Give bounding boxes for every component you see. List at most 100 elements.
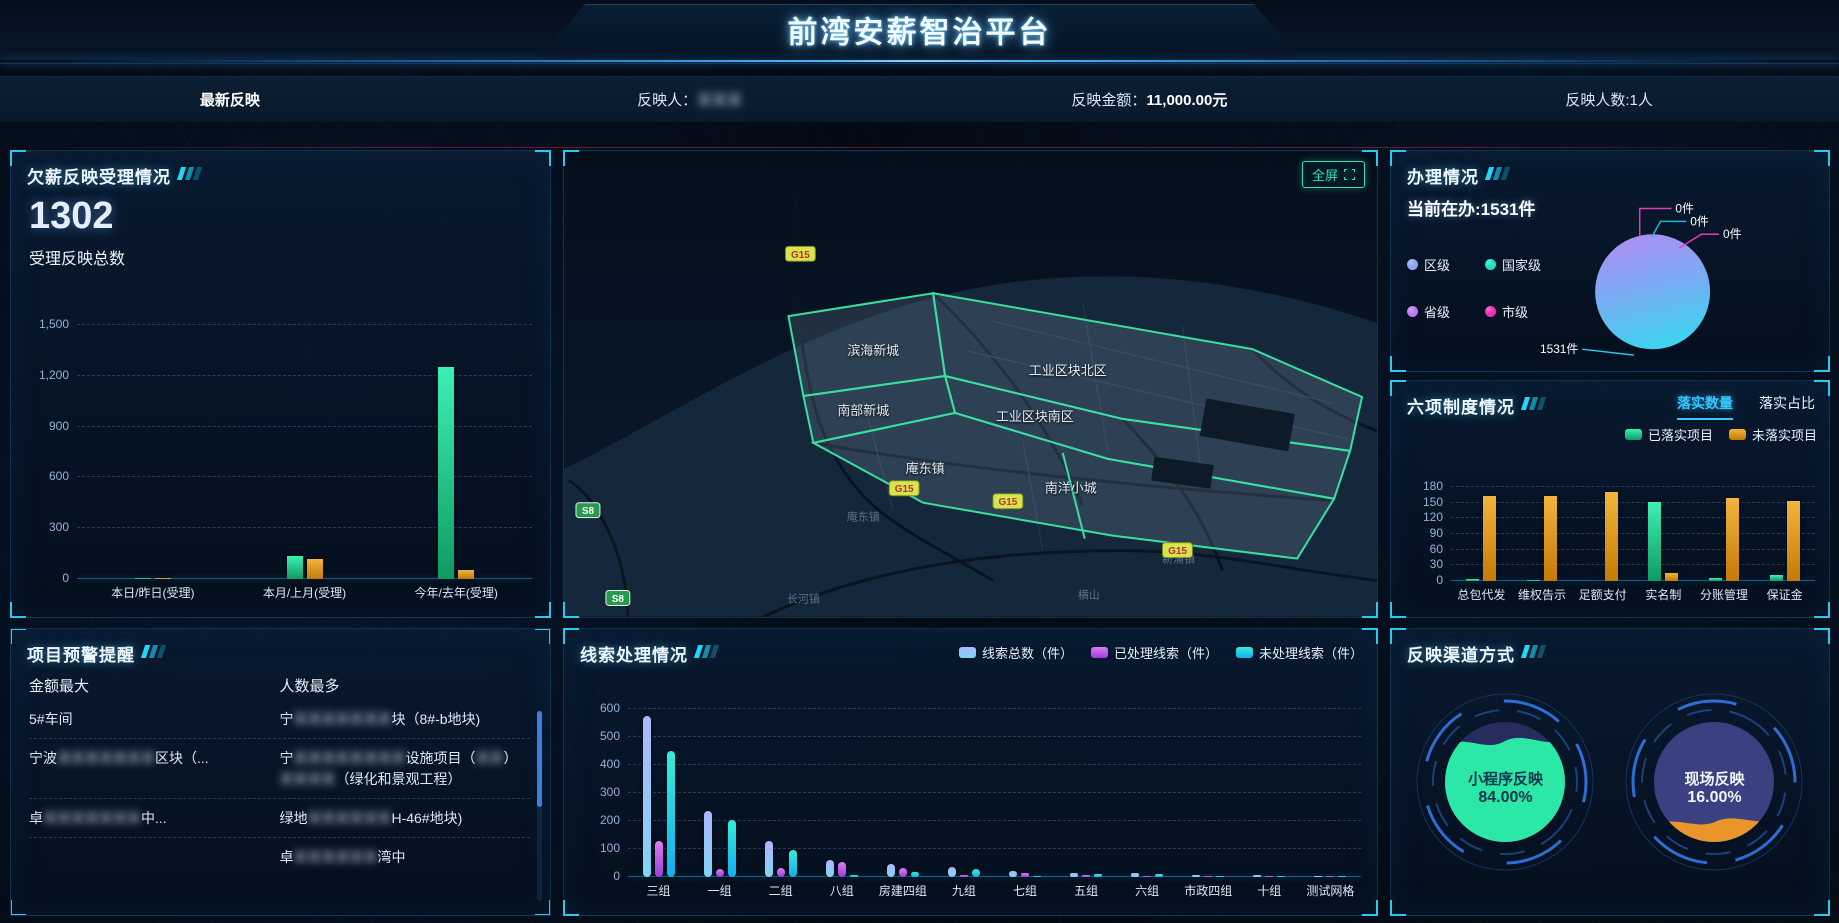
header-decor-frame [539, 4, 1300, 58]
ticker-reporter: 反映人：某某某 [460, 89, 920, 110]
panel-corner-decor [1814, 380, 1830, 396]
latest-report-ticker: 最新反映 反映人：某某某 反映金额：11,000.00元 反映人数:1人 [0, 76, 1839, 122]
bar-八组-线索总数（件） [825, 859, 834, 877]
map-town-label: 横山 [1078, 587, 1100, 601]
legend-item-市级[interactable]: 市级 [1485, 302, 1581, 321]
y-axis-tick: 1,500 [38, 317, 69, 331]
pie-main-slice[interactable] [1595, 234, 1711, 350]
bar-本月/上月(受理)-green [286, 556, 303, 579]
x-axis-category: 八组 [829, 884, 854, 898]
tab-implemented-ratio[interactable]: 落实占比 [1759, 395, 1815, 411]
legend-item[interactable]: 已处理线索（件） [1090, 643, 1218, 662]
panel-wage-report-acceptance: 欠薪反映受理情况 1302 受理反映总数 0 300 600 900 1,200 1,50… [10, 150, 551, 618]
x-axis-category: 房建四组 [878, 884, 927, 898]
legend-label: 国家级 [1502, 258, 1542, 273]
panel-corner-decor [1362, 628, 1378, 644]
bar-十组-已处理线索（件） [1265, 875, 1274, 877]
legend-label: 省级 [1424, 305, 1451, 320]
panel-title: 反映渠道方式 [1407, 646, 1515, 665]
warning-row[interactable]: 5#车间 宁某某某某某某某块（8#-b地块) [29, 707, 530, 738]
y-axis-tick: 200 [599, 813, 620, 827]
bar-足额支付-未落实项目 [1604, 492, 1618, 581]
legend-item-国家级[interactable]: 国家级 [1485, 255, 1581, 274]
x-axis-category: 分账管理 [1700, 588, 1749, 602]
legend-label: 区级 [1424, 258, 1451, 273]
page-title: 前湾安薪智治平台 [787, 15, 1052, 49]
bar-市政四组-已处理线索（件） [1204, 875, 1213, 877]
masked-text: 某某某某某某某 [43, 810, 141, 826]
panel-district-map[interactable]: 滨海新城 工业区块北区 南部新城 工业区块南区 庵东镇 南洋小城 庵东镇 长河镇 新浦镇 横山 G1… [563, 150, 1378, 618]
bar-八组-未处理线索（件） [849, 874, 858, 877]
max-amount-project: 5#车间 [29, 711, 73, 727]
bar-十组-未处理线索（件） [1277, 875, 1286, 877]
panel-corner-decor [535, 150, 551, 166]
bar-十组-线索总数（件） [1253, 875, 1262, 877]
masked-text: 某某某某某某某 [293, 711, 392, 727]
legend-item-区级[interactable]: 区级 [1407, 255, 1485, 274]
y-axis-tick: 90 [1429, 526, 1443, 540]
road-badge-G15: G15 [888, 480, 920, 497]
panel-corner-decor [1390, 380, 1406, 396]
legend-item[interactable]: 未处理线索（件） [1235, 643, 1363, 662]
legend-swatch [1235, 647, 1253, 658]
legend-dot [1485, 306, 1496, 317]
map-district-label: 南部新城 [837, 403, 889, 418]
y-axis-tick: 120 [1422, 510, 1443, 525]
amount-label: 反映金额： [1071, 91, 1147, 109]
masked-text: 某某某某某某某某 [293, 750, 406, 766]
x-axis-category: 本日/昨日(受理) [111, 586, 195, 600]
bar-三组-已处理线索（件） [654, 840, 663, 877]
bar-测试网格-未处理线索（件） [1338, 875, 1347, 877]
panel-report-channels: 反映渠道方式 小程序反映 84.00% [1390, 628, 1830, 916]
bar-房建四组-未处理线索（件） [910, 871, 919, 877]
y-axis-tick: 600 [599, 701, 620, 715]
bar-维权告示-未落实项目 [1544, 495, 1557, 581]
warning-list: 5#车间 宁某某某某某某某块（8#-b地块) 宁波某某某某某某某区块（... 宁某某某… [29, 707, 530, 911]
y-axis-tick: 0 [1436, 573, 1443, 587]
total-accepted-value: 1302 [29, 195, 114, 237]
scrollbar-thumb[interactable] [537, 711, 542, 807]
bar-六组-未处理线索（件） [1155, 873, 1164, 877]
y-axis-tick: 0 [62, 571, 69, 585]
warning-row[interactable]: 宁波某某某某某某某区块（... 宁某某某某某某某某设施项目（某某）某某某某（绿化和… [29, 738, 530, 798]
road-badge-S8: S8 [605, 589, 631, 606]
bar-一组-线索总数（件） [703, 811, 712, 877]
bar-维权告示-已落实项目 [1527, 579, 1540, 581]
title-bars-icon [1520, 644, 1547, 663]
bar-七组-线索总数（件） [1009, 870, 1017, 877]
panel-corner-decor [535, 900, 550, 915]
legend-item[interactable]: 线索总数（件） [958, 643, 1073, 662]
ticker-amount: 反映金额：11,000.00元 [920, 89, 1380, 110]
warning-row[interactable]: 卓某某某某某某湾中 [29, 837, 530, 876]
warning-row[interactable]: 卓某某某某某某某中... 绿地某某某某某某H-46#地块) [29, 798, 530, 837]
legend-item[interactable]: 已落实项目 [1624, 425, 1713, 444]
fullscreen-button[interactable]: 全屏 [1301, 161, 1365, 188]
bar-三组-线索总数（件） [642, 716, 651, 877]
bar-三组-未处理线索（件） [666, 751, 675, 877]
district-andong-nanyang[interactable] [810, 411, 1336, 560]
max-people-project: 宁某某某某某某某块（8#-b地块) [279, 711, 481, 727]
y-axis-tick: 150 [1422, 494, 1443, 509]
title-bars-icon [140, 644, 167, 663]
map-town-label: 长河镇 [787, 591, 820, 605]
road-badge-G15: G15 [1162, 542, 1193, 559]
masked-text: 某某某某某某 [307, 810, 392, 826]
reporter-value-masked: 某某某 [697, 91, 743, 109]
bar-九组-未处理线索（件） [971, 869, 980, 877]
legend-swatch [1728, 429, 1746, 440]
y-axis-tick: 900 [48, 418, 69, 433]
legend-item-省级[interactable]: 省级 [1407, 302, 1485, 321]
map-town-label: 庵东镇 [847, 510, 880, 524]
title-bars-icon [693, 644, 720, 663]
svg-text:G15: G15 [895, 484, 914, 495]
svg-text:G15: G15 [1168, 546, 1187, 557]
x-axis-category: 市政四组 [1184, 884, 1233, 898]
ticker-latest-label: 最新反映 [199, 91, 260, 109]
panel-handling-status: 办理情况 当前在办:1531件 区级 国家级 省级 市级 0件 0件 0件 1531件 [1390, 150, 1830, 372]
tab-implemented-count[interactable]: 落实数量 [1677, 393, 1733, 420]
bar-本日/昨日(受理)-green [134, 577, 151, 579]
x-axis-category: 今年/去年(受理) [414, 586, 498, 600]
legend-item[interactable]: 未落实项目 [1728, 425, 1817, 444]
road-badge-S8: S8 [575, 502, 601, 519]
